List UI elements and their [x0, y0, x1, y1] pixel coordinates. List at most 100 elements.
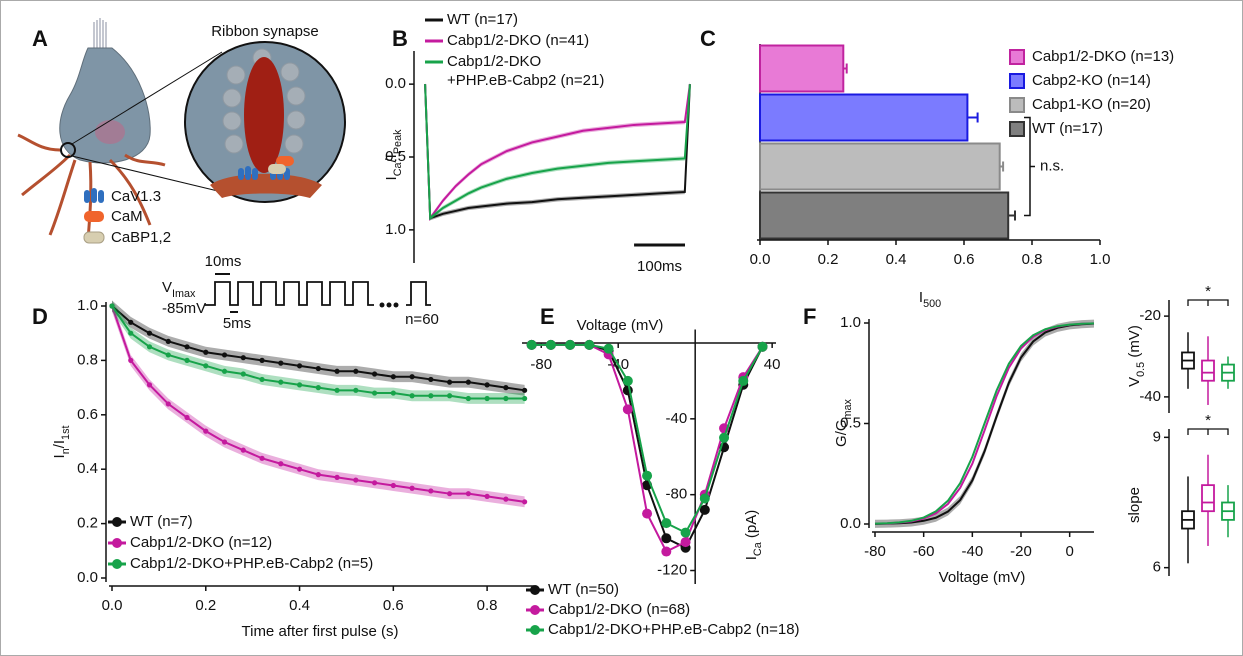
data-point: [128, 330, 134, 336]
panel-letter: F: [803, 304, 816, 329]
x-tick-label: -80: [530, 356, 552, 373]
data-point: [353, 368, 359, 374]
ellipsis-dot: [393, 302, 399, 308]
data-point: [428, 376, 434, 383]
data-point: [371, 371, 378, 377]
y-axis-label-part: (mV): [1126, 325, 1143, 362]
data-point: [622, 404, 633, 415]
y-axis-label-part: n: [60, 448, 72, 454]
box: [1201, 484, 1215, 513]
panel-letter: A: [32, 26, 48, 51]
y-axis-label-part: /I: [51, 440, 68, 448]
y-tick-label: -120: [657, 561, 687, 578]
data-point: [278, 379, 284, 385]
panel-letter: D: [32, 304, 48, 329]
y-tick-label: 0.2: [77, 515, 98, 532]
legend-label: Cabp1/2-DKO +PHP.eB-Cabp2 (n=21): [447, 53, 604, 89]
data-point: [221, 439, 228, 445]
data-point: [334, 474, 340, 480]
legend-marker: [530, 605, 540, 615]
protocol-label-part: V: [162, 279, 172, 296]
y-tick-label: 0.6: [77, 406, 98, 423]
significance-bracket: [1187, 428, 1229, 435]
data-point: [545, 339, 556, 350]
data-line: [874, 322, 1095, 525]
y-axis-label-part: (pA): [743, 510, 760, 543]
data-point: [503, 385, 509, 391]
y-axis-label-part: I: [743, 556, 760, 560]
data-point: [353, 387, 359, 393]
x-axis-label-part: I: [919, 289, 923, 306]
y-tick-label: 1.0: [840, 314, 861, 331]
y-axis-label-part: V: [1126, 377, 1143, 387]
x-axis-label: Time after first pulse (s): [242, 623, 399, 640]
data-point: [259, 455, 265, 461]
zoom-line: [71, 155, 223, 193]
x-tick-label: 1.0: [1090, 251, 1111, 268]
data-point: [240, 447, 246, 453]
x-tick-label: 40: [764, 356, 781, 373]
annotation: n.s.: [1040, 157, 1064, 174]
ellipsis-dot: [379, 302, 385, 308]
data-point: [484, 493, 490, 499]
legend-label: Cabp1/2-DKO+PHP.eB-Cabp2 (n=18): [548, 621, 800, 638]
y-axis-label: ICa (pA): [743, 510, 764, 561]
scale-bar-label: 100ms: [637, 258, 682, 275]
y-axis-label-part: max: [842, 398, 854, 419]
legend-swatch: [1009, 121, 1025, 137]
protocol-text: 10ms: [205, 253, 242, 270]
data-point: [699, 504, 710, 515]
significance-bracket: [1024, 116, 1035, 217]
data-line: [874, 322, 1095, 525]
bar: [759, 142, 1001, 191]
y-axis-label: ICa/IPeak: [383, 129, 404, 181]
data-point: [371, 390, 378, 396]
protocol-text: -85mV: [162, 300, 206, 317]
y-axis-label-part: 0.5: [1135, 362, 1147, 377]
x-tick-label: -60: [913, 543, 935, 560]
legend-marker: [530, 585, 540, 595]
bar: [759, 93, 969, 142]
data-point: [447, 379, 453, 385]
data-point: [184, 344, 190, 350]
data-point: [203, 363, 209, 369]
y-axis-label-part: 1st: [60, 426, 72, 440]
data-point: [465, 379, 471, 385]
y-axis-label-part: Peak: [392, 129, 404, 154]
y-axis-label: In/I1st: [51, 426, 72, 459]
zoom-line: [71, 51, 223, 145]
cam: [276, 156, 294, 166]
protocol-label-part: Imax: [172, 288, 196, 300]
panel-letter: E: [540, 304, 555, 329]
legend-label: WT (n=7): [130, 513, 193, 530]
data-point: [203, 428, 209, 434]
error-bar: [1008, 210, 1016, 221]
x-axis-label-part: 500: [923, 298, 941, 310]
legend-marker: [530, 625, 540, 635]
legend-label: Cabp2-KO (n=14): [1032, 72, 1151, 89]
x-tick-label: 0.4: [289, 597, 310, 614]
legend-cabp-icon: [83, 231, 105, 244]
legend-label: CaBP1,2: [111, 229, 171, 246]
data-point: [184, 414, 190, 421]
annotation: *: [1205, 412, 1211, 429]
data-point: [642, 508, 653, 519]
bar: [759, 44, 845, 93]
error-bar: [967, 112, 979, 123]
y-tick-label: -80: [665, 486, 687, 503]
y-tick-label: 0.0: [77, 569, 98, 586]
data-point: [661, 546, 672, 557]
data-point: [447, 393, 453, 399]
legend-label: WT (n=50): [548, 581, 619, 598]
data-point: [315, 472, 321, 478]
data-point: [203, 349, 209, 355]
data-point: [484, 382, 490, 388]
data-point: [428, 393, 434, 399]
hair-bundle: [93, 18, 107, 48]
x-tick-label: 0.8: [1022, 251, 1043, 268]
y-tick-label: 0.0: [840, 515, 861, 532]
x-tick-label: 0.6: [954, 251, 975, 268]
data-point: [146, 330, 153, 336]
legend-label: Cabp1/2-DKO+PHP.eB-Cabp2 (n=5): [130, 555, 373, 572]
hair-cell: [59, 47, 151, 164]
